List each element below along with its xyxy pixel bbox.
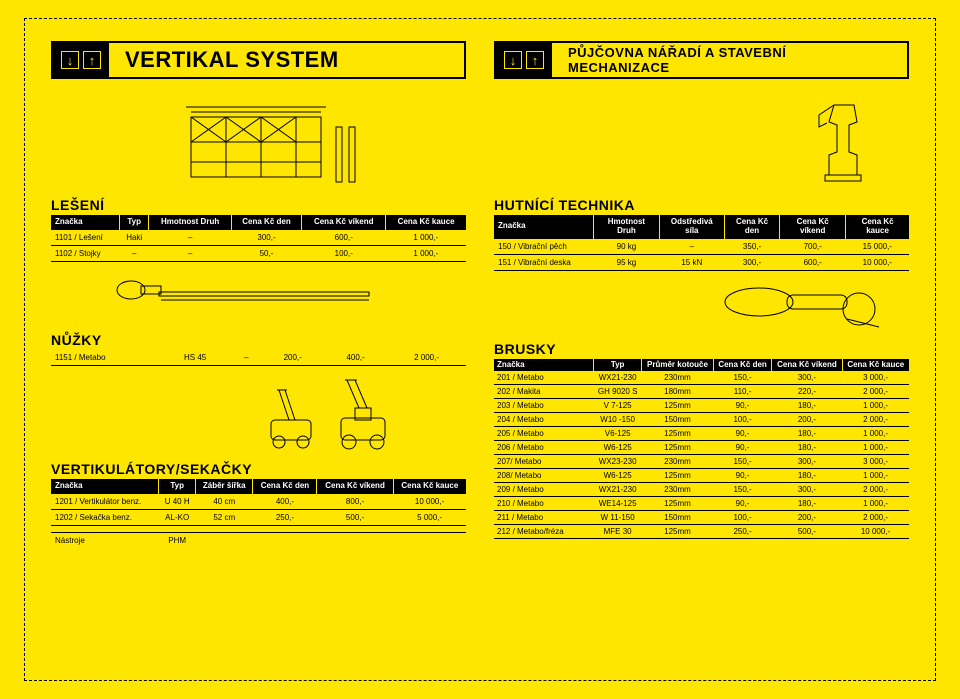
table-row: 1202 / Sekačka benz. AL-KO 52 cm 250,- 5… bbox=[51, 509, 466, 525]
arrow-down-icon: ↓ bbox=[61, 51, 79, 69]
vertik-head-row: Značka Typ Záběr šířka Cena Kč den Cena … bbox=[51, 479, 466, 494]
hutnici-head-row: Značka Hmotnost Druh Odstředivá síla Cen… bbox=[494, 215, 909, 239]
th: Cena Kč den bbox=[231, 215, 301, 230]
table-row: 1151 / Metabo HS 45 – 200,- 400,- 2 000,… bbox=[51, 350, 466, 366]
th: Hmotnost Druh bbox=[149, 215, 231, 230]
scaffold-illustration bbox=[51, 97, 466, 197]
hutnici-table: Značka Hmotnost Druh Odstředivá síla Cen… bbox=[494, 215, 909, 271]
arrow-up-icon: ↑ bbox=[83, 51, 101, 69]
arrow-down-icon: ↓ bbox=[504, 51, 522, 69]
th: Cena Kč víkend bbox=[302, 215, 386, 230]
table-row: 209 / MetaboWX21-230230mm150,-300,-2 000… bbox=[494, 483, 909, 497]
banner-right-text: PŮJČOVNA NÁŘADÍ A STAVEBNÍ MECHANIZACE bbox=[552, 45, 907, 75]
th: Cena Kč kauce bbox=[386, 215, 466, 230]
banner-right: ↓ ↑ PŮJČOVNA NÁŘADÍ A STAVEBNÍ MECHANIZA… bbox=[494, 41, 909, 79]
table-row: 1102 / Stojky – – 50,- 100,- 1 000,- bbox=[51, 245, 466, 261]
banner-icons: ↓ ↑ bbox=[53, 43, 109, 77]
trimmer-illustration bbox=[51, 262, 466, 332]
nuzky-table: 1151 / Metabo HS 45 – 200,- 400,- 2 000,… bbox=[51, 350, 466, 366]
grinder-illustration bbox=[494, 271, 909, 341]
table-row: 212 / Metabo/frézaMFE 30125mm250,-500,-1… bbox=[494, 525, 909, 539]
table-row: 151 / Vibrační deska 95 kg 15 kN 300,- 6… bbox=[494, 254, 909, 270]
table-row: 208/ MetaboW6-125125mm90,-180,-1 000,- bbox=[494, 469, 909, 483]
banner-icons: ↓ ↑ bbox=[496, 43, 552, 77]
nuzky-title: NŮŽKY bbox=[51, 332, 466, 348]
table-row: 207/ MetaboWX23-230230mm150,-300,-3 000,… bbox=[494, 455, 909, 469]
vertik-table: Značka Typ Záběr šířka Cena Kč den Cena … bbox=[51, 479, 466, 548]
table-row: Nástroje PHM bbox=[51, 532, 466, 548]
page-frame: ↓ ↑ VERTIKAL SYSTEM LEŠENÍ bbox=[24, 18, 936, 681]
table-row bbox=[51, 525, 466, 532]
table-row: 1201 / Vertikulátor benz. U 40 H 40 cm 4… bbox=[51, 494, 466, 510]
rammer-illustration bbox=[494, 97, 909, 197]
table-row: 202 / MakitaGH 9020 S180mm110,-220,-2 00… bbox=[494, 385, 909, 399]
left-column: ↓ ↑ VERTIKAL SYSTEM LEŠENÍ bbox=[51, 41, 466, 658]
table-row: 150 / Vibrační pěch 90 kg – 350,- 700,- … bbox=[494, 239, 909, 255]
table-row: 206 / MetaboW6-125125mm90,-180,-1 000,- bbox=[494, 441, 909, 455]
brusky-table: Značka Typ Průměr kotouče Cena Kč den Ce… bbox=[494, 359, 909, 540]
th: Značka bbox=[51, 215, 120, 230]
leseni-table: Značka Typ Hmotnost Druh Cena Kč den Cen… bbox=[51, 215, 466, 262]
table-row: 205 / MetaboV6-125125mm90,-180,-1 000,- bbox=[494, 427, 909, 441]
table-row: 204 / MetaboW10 -150150mm100,-200,-2 000… bbox=[494, 413, 909, 427]
table-row: 1101 / Lešení Haki – 300,- 600,- 1 000,- bbox=[51, 230, 466, 246]
table-row: 201 / MetaboWX21-230230mm150,-300,-3 000… bbox=[494, 371, 909, 385]
mower-illustration bbox=[51, 366, 466, 461]
vertik-title: VERTIKULÁTORY/SEKAČKY bbox=[51, 461, 466, 477]
brusky-head-row: Značka Typ Průměr kotouče Cena Kč den Ce… bbox=[494, 359, 909, 372]
banner-left: ↓ ↑ VERTIKAL SYSTEM bbox=[51, 41, 466, 79]
arrow-up-icon: ↑ bbox=[526, 51, 544, 69]
table-row: 210 / MetaboWE14-125125mm90,-180,-1 000,… bbox=[494, 497, 909, 511]
leseni-head-row: Značka Typ Hmotnost Druh Cena Kč den Cen… bbox=[51, 215, 466, 230]
table-row: 211 / MetaboW 11-150150mm100,-200,-2 000… bbox=[494, 511, 909, 525]
leseni-title: LEŠENÍ bbox=[51, 197, 466, 213]
banner-left-text: VERTIKAL SYSTEM bbox=[109, 47, 355, 73]
right-column: ↓ ↑ PŮJČOVNA NÁŘADÍ A STAVEBNÍ MECHANIZA… bbox=[494, 41, 909, 658]
th: Typ bbox=[120, 215, 149, 230]
brusky-title: BRUSKY bbox=[494, 341, 909, 357]
hutnici-title: HUTNÍCÍ TECHNIKA bbox=[494, 197, 909, 213]
table-row: 203 / MetaboV 7-125125mm90,-180,-1 000,- bbox=[494, 399, 909, 413]
